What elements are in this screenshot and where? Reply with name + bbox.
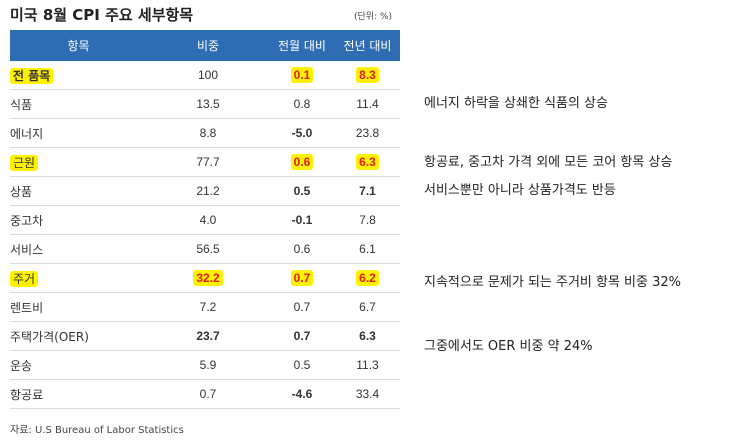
row-item: 상품: [10, 176, 147, 206]
annotation-oer: 그중에서도 OER 비중 약 24%: [424, 339, 593, 354]
row-weight: 56.5: [147, 234, 269, 264]
row-mom: 0.6: [269, 234, 335, 264]
header-yoy: 전년 대비: [335, 30, 400, 61]
source-note: 자료: U.S Bureau of Labor Statistics: [10, 425, 184, 436]
row-mom: 0.7: [269, 321, 335, 351]
row-item: 렌트비: [10, 292, 147, 322]
row-weight: 0.7: [147, 379, 269, 409]
row-yoy: 6.3: [335, 321, 400, 351]
row-yoy: 7.8: [335, 205, 400, 235]
row-item: 서비스: [10, 234, 147, 264]
row-weight: 32.2: [193, 270, 223, 286]
table-header-row: 항목 비중 전월 대비 전년 대비: [10, 30, 400, 61]
row-yoy: 6.2: [356, 270, 379, 286]
row-weight: 5.9: [147, 350, 269, 380]
table-row: 주거 32.2 0.7 6.2: [10, 263, 400, 293]
row-yoy: 6.1: [335, 234, 400, 264]
row-item: 중고차: [10, 205, 147, 235]
row-weight: 4.0: [147, 205, 269, 235]
row-yoy: 8.3: [356, 67, 379, 83]
row-weight: 23.7: [147, 321, 269, 351]
row-weight: 13.5: [147, 89, 269, 119]
table-row: 렌트비 7.2 0.7 6.7: [10, 292, 400, 322]
row-yoy: 33.4: [335, 379, 400, 409]
row-mom: -4.6: [269, 379, 335, 409]
row-mom: 0.8: [269, 89, 335, 119]
row-item: 주택가격(OER): [10, 321, 147, 351]
row-item: 에너지: [10, 118, 147, 148]
row-yoy: 23.8: [335, 118, 400, 148]
row-item: 전 품목: [10, 67, 54, 84]
cpi-table: 항목 비중 전월 대비 전년 대비 전 품목 100 0.1 8.3 식품 13…: [10, 30, 400, 409]
annotation-food: 에너지 하락을 상쇄한 식품의 상승: [424, 96, 608, 111]
row-item: 운송: [10, 350, 147, 380]
table-row: 에너지 8.8 -5.0 23.8: [10, 118, 400, 148]
header-mom: 전월 대비: [269, 30, 335, 61]
row-item: 주거: [10, 270, 39, 287]
row-yoy: 11.3: [335, 350, 400, 380]
row-weight: 8.8: [147, 118, 269, 148]
row-mom: 0.5: [269, 350, 335, 380]
row-item: 식품: [10, 89, 147, 119]
row-mom: 0.7: [290, 270, 314, 286]
row-mom: -5.0: [269, 118, 335, 148]
table-row: 서비스 56.5 0.6 6.1: [10, 234, 400, 264]
header-item: 항목: [10, 30, 147, 61]
row-item: 근원: [10, 154, 39, 171]
row-mom: 0.6: [290, 154, 314, 170]
table-row: 상품 21.2 0.5 7.1: [10, 176, 400, 206]
row-mom: -0.1: [269, 205, 335, 235]
row-yoy: 7.1: [335, 176, 400, 206]
row-mom: 0.7: [269, 292, 335, 322]
row-item: 항공료: [10, 379, 147, 409]
table-row: 중고차 4.0 -0.1 7.8: [10, 205, 400, 235]
row-yoy: 6.3: [356, 154, 379, 170]
annotation-shelter: 지속적으로 문제가 되는 주거비 항목 비중 32%: [424, 275, 682, 290]
row-weight: 7.2: [147, 292, 269, 322]
row-weight: 21.2: [147, 176, 269, 206]
row-mom: 0.1: [290, 67, 314, 83]
row-yoy: 11.4: [335, 89, 400, 119]
annotation-core: 항공료, 중고차 가격 외에 모든 코어 항목 상승: [424, 155, 673, 170]
table-row: 전 품목 100 0.1 8.3: [10, 61, 400, 90]
table-row: 운송 5.9 0.5 11.3: [10, 350, 400, 380]
unit-label: (단위: %): [354, 12, 393, 22]
header-weight: 비중: [147, 30, 269, 61]
table-title: 미국 8월 CPI 주요 세부항목: [10, 6, 194, 24]
row-weight: 77.7: [147, 147, 269, 177]
table-row: 식품 13.5 0.8 11.4: [10, 89, 400, 119]
row-yoy: 6.7: [335, 292, 400, 322]
table-row: 항공료 0.7 -4.6 33.4: [10, 379, 400, 409]
table-row: 근원 77.7 0.6 6.3: [10, 147, 400, 177]
table-row: 주택가격(OER) 23.7 0.7 6.3: [10, 321, 400, 351]
row-mom: 0.5: [269, 176, 335, 206]
row-weight: 100: [147, 61, 269, 90]
annotation-goods: 서비스뿐만 아니라 상품가격도 반등: [424, 183, 616, 198]
